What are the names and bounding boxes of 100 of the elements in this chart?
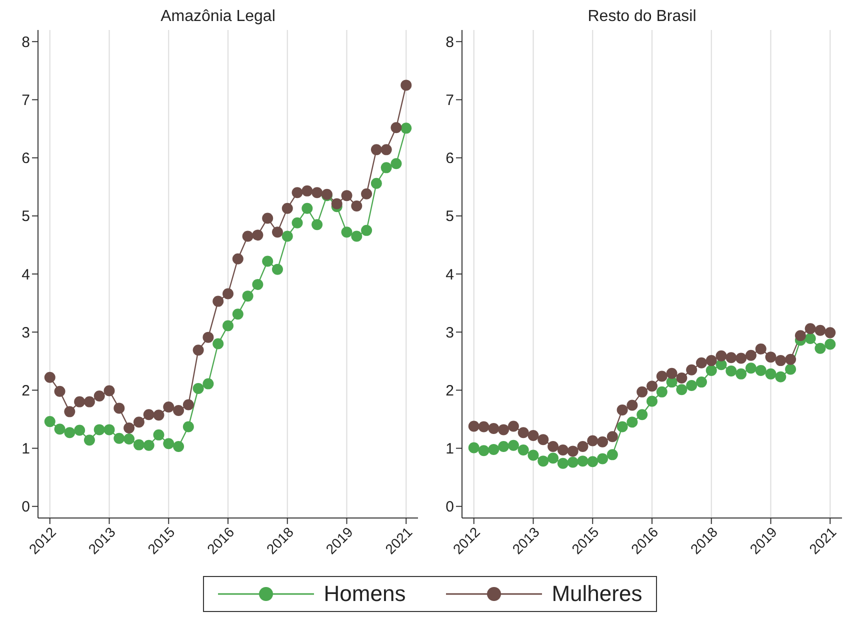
point xyxy=(114,402,125,414)
point xyxy=(390,158,402,170)
point xyxy=(804,332,816,344)
point xyxy=(163,438,174,450)
point xyxy=(587,435,598,446)
point xyxy=(133,439,144,450)
point xyxy=(84,396,95,408)
y-tick-label: 4 xyxy=(22,266,30,284)
point xyxy=(390,122,402,134)
point xyxy=(64,406,76,418)
point xyxy=(716,350,727,362)
point xyxy=(785,354,796,365)
point xyxy=(302,185,313,196)
point xyxy=(232,253,244,264)
point xyxy=(656,386,668,398)
point xyxy=(272,264,283,275)
point xyxy=(726,366,737,377)
point xyxy=(745,350,756,361)
point xyxy=(548,441,559,452)
point xyxy=(706,355,717,366)
legend-label: Mulheres xyxy=(552,581,642,607)
point xyxy=(133,416,144,428)
point xyxy=(361,188,372,200)
point xyxy=(587,456,598,468)
point xyxy=(508,420,519,432)
point xyxy=(252,278,264,290)
point xyxy=(468,420,480,432)
point xyxy=(192,344,204,356)
point xyxy=(706,364,717,376)
point xyxy=(370,144,382,156)
y-tick-label: 4 xyxy=(446,266,454,284)
point xyxy=(242,290,254,302)
point xyxy=(361,224,372,236)
y-tick-label: 2 xyxy=(446,382,454,400)
point xyxy=(755,364,766,376)
point xyxy=(292,217,303,228)
point xyxy=(775,371,786,382)
point xyxy=(696,357,707,368)
point xyxy=(341,226,352,238)
point xyxy=(626,400,638,411)
point xyxy=(182,399,194,410)
point xyxy=(765,368,776,380)
point xyxy=(597,453,608,464)
y-tick-label: 5 xyxy=(22,208,30,226)
point xyxy=(282,230,293,242)
point xyxy=(616,421,628,432)
point xyxy=(232,308,244,320)
point xyxy=(94,390,105,402)
point xyxy=(104,424,115,436)
point xyxy=(656,370,668,382)
y-tick-label: 3 xyxy=(22,324,30,342)
point xyxy=(686,380,698,392)
point xyxy=(567,456,578,468)
point xyxy=(74,396,86,408)
point xyxy=(498,441,510,452)
point xyxy=(400,122,412,134)
point xyxy=(745,362,756,374)
point xyxy=(292,187,303,198)
point xyxy=(54,424,66,435)
point xyxy=(794,330,806,342)
point xyxy=(775,355,786,366)
point xyxy=(182,421,194,432)
point xyxy=(143,440,154,451)
point xyxy=(153,429,164,440)
y-tick-label: 1 xyxy=(22,440,30,458)
point xyxy=(696,376,707,388)
point xyxy=(736,352,747,364)
point xyxy=(222,288,234,300)
point xyxy=(557,444,568,456)
point xyxy=(202,332,214,343)
point xyxy=(824,327,836,338)
point xyxy=(114,432,125,444)
point xyxy=(370,178,382,189)
point xyxy=(262,212,274,224)
point xyxy=(508,440,519,451)
y-tick-label: 2 xyxy=(22,382,30,400)
point xyxy=(44,372,56,383)
point xyxy=(498,424,510,436)
point xyxy=(755,343,766,354)
point xyxy=(222,320,234,332)
point xyxy=(686,364,698,376)
y-tick-label: 0 xyxy=(22,498,30,516)
point xyxy=(351,230,362,242)
chart-title: Amazônia Legal xyxy=(160,8,276,27)
point xyxy=(814,342,826,354)
point xyxy=(646,380,658,392)
point xyxy=(548,452,559,464)
point xyxy=(518,444,529,456)
point xyxy=(528,430,539,442)
point xyxy=(64,427,76,438)
point xyxy=(341,190,352,202)
point xyxy=(804,323,816,334)
point xyxy=(597,436,608,448)
point xyxy=(212,296,224,307)
y-tick-label: 3 xyxy=(446,324,454,342)
y-tick-label: 8 xyxy=(446,34,454,51)
point xyxy=(252,230,264,241)
point xyxy=(153,410,164,421)
point xyxy=(380,144,392,156)
point xyxy=(312,187,323,198)
